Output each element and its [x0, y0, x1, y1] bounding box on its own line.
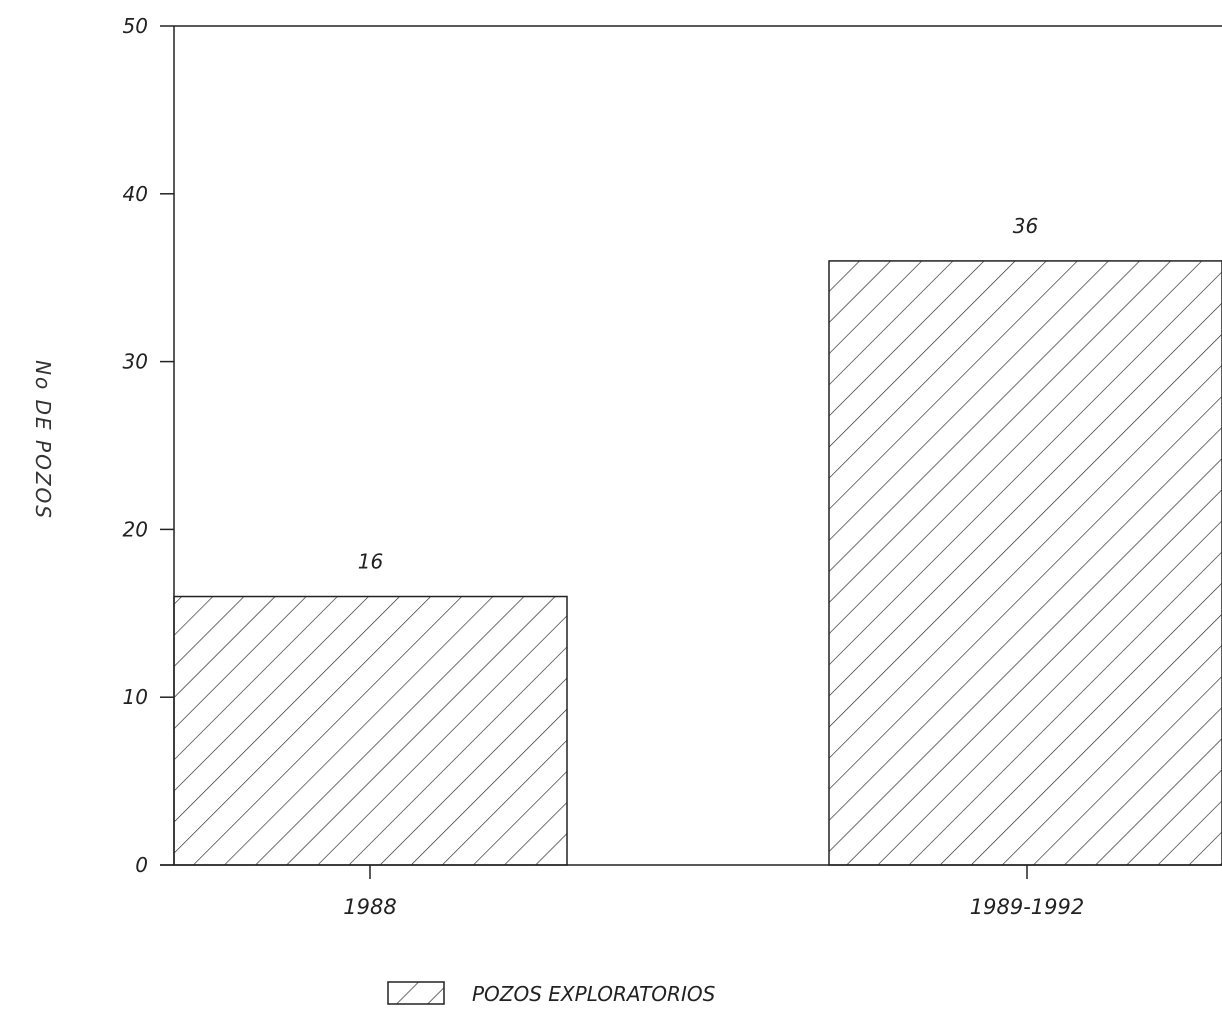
- y-tick-label: 10: [123, 685, 148, 709]
- y-tick-label: 40: [123, 182, 148, 206]
- bar-value-label: 36: [1013, 214, 1038, 238]
- legend-label: POZOS EXPLORATORIOS: [472, 982, 716, 1006]
- legend-swatch: [387, 981, 445, 1005]
- y-tick-label: 20: [123, 517, 148, 541]
- x-category-label: 1989-1992: [970, 895, 1084, 919]
- y-ticks: 0 10 20 30 40 50: [123, 14, 174, 877]
- bar-value-label: 16: [358, 550, 383, 574]
- y-axis-title: No DE POZOS: [31, 360, 55, 520]
- legend: POZOS EXPLORATORIOS: [387, 981, 716, 1006]
- y-tick-label: 50: [123, 14, 148, 38]
- y-tick-label: 0: [135, 853, 148, 877]
- bars: [173, 260, 1222, 866]
- y-tick-label: 30: [123, 350, 148, 374]
- x-category-labels: 1988 1989-1992: [343, 865, 1084, 919]
- x-category-label: 1988: [343, 895, 396, 919]
- bar-1989-1992: [828, 260, 1222, 866]
- bar-1988: [173, 595, 568, 866]
